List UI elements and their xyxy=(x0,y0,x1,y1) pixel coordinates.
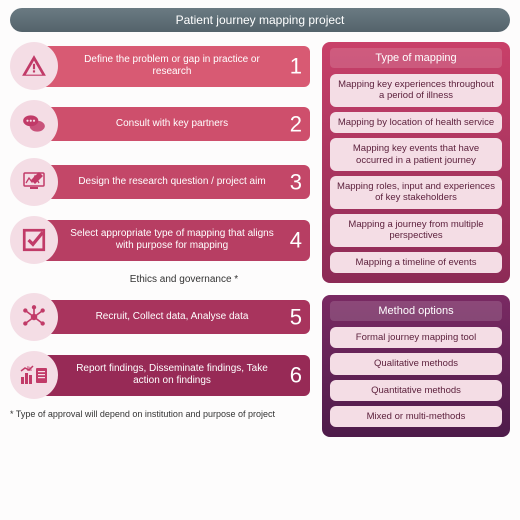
alert-icon xyxy=(10,42,58,90)
method-options-panel: Method options Formal journey mapping too… xyxy=(322,295,510,438)
step-label: Report findings, Disseminate findings, T… xyxy=(66,363,278,388)
step-number: 5 xyxy=(290,303,302,331)
step-number: 1 xyxy=(290,52,302,80)
network-icon xyxy=(10,293,58,341)
step-number: 3 xyxy=(290,168,302,196)
panel-header: Type of mapping xyxy=(330,48,502,68)
type-of-mapping-panel: Type of mapping Mapping key experiences t… xyxy=(322,42,510,283)
panel-item: Quantitative methods xyxy=(330,380,502,401)
panels-column: Type of mapping Mapping key experiences t… xyxy=(322,42,510,437)
panel-item: Mapping a timeline of events xyxy=(330,252,502,273)
step-bar: Select appropriate type of mapping that … xyxy=(38,220,310,261)
panel-item: Mixed or multi-methods xyxy=(330,406,502,427)
step-bar: Define the problem or gap in practice or… xyxy=(38,46,310,87)
panel-item: Mapping key events that have occurred in… xyxy=(330,138,502,171)
panel-item: Mapping a journey from multiple perspect… xyxy=(330,214,502,247)
panel-header: Method options xyxy=(330,301,502,321)
steps-column: Define the problem or gap in practice or… xyxy=(10,42,310,437)
step-label: Consult with key partners xyxy=(116,118,228,131)
step-bar: Report findings, Disseminate findings, T… xyxy=(38,355,310,396)
report-icon xyxy=(10,351,58,399)
design-icon xyxy=(10,158,58,206)
step-label: Design the research question / project a… xyxy=(78,176,265,189)
step-2: Consult with key partners 2 xyxy=(10,100,310,148)
step-number: 6 xyxy=(290,361,302,389)
step-label: Recruit, Collect data, Analyse data xyxy=(96,311,249,324)
chat-icon xyxy=(10,100,58,148)
panel-item: Qualitative methods xyxy=(330,353,502,374)
step-4: Select appropriate type of mapping that … xyxy=(10,216,310,264)
page-title: Patient journey mapping project xyxy=(10,8,510,32)
panel-item: Mapping roles, input and experiences of … xyxy=(330,176,502,209)
step-label: Define the problem or gap in practice or… xyxy=(66,54,278,79)
ethics-label: Ethics and governance * xyxy=(58,274,310,285)
step-5: Recruit, Collect data, Analyse data 5 xyxy=(10,293,310,341)
step-bar: Consult with key partners 2 xyxy=(38,107,310,141)
step-bar: Design the research question / project a… xyxy=(38,165,310,199)
step-number: 2 xyxy=(290,110,302,138)
main-layout: Define the problem or gap in practice or… xyxy=(10,42,510,437)
step-label: Select appropriate type of mapping that … xyxy=(66,228,278,253)
check-icon xyxy=(10,216,58,264)
panel-item: Mapping key experiences throughout a per… xyxy=(330,74,502,107)
step-6: Report findings, Disseminate findings, T… xyxy=(10,351,310,399)
panel-item: Formal journey mapping tool xyxy=(330,327,502,348)
panel-item: Mapping by location of health service xyxy=(330,112,502,133)
footnote: * Type of approval will depend on instit… xyxy=(10,409,310,419)
step-3: Design the research question / project a… xyxy=(10,158,310,206)
step-bar: Recruit, Collect data, Analyse data 5 xyxy=(38,300,310,334)
step-number: 4 xyxy=(290,226,302,254)
step-1: Define the problem or gap in practice or… xyxy=(10,42,310,90)
